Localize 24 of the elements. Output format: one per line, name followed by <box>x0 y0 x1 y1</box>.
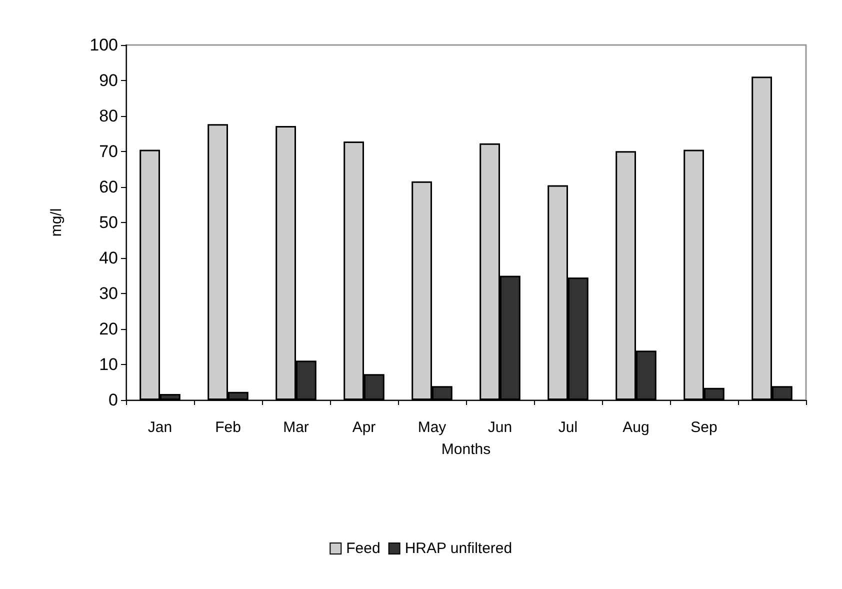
x-tick-label: Sep <box>690 419 718 436</box>
y-tick-label: 60 <box>99 178 118 196</box>
y-tick-label: 20 <box>99 320 118 338</box>
y-tick-label: 80 <box>99 106 118 126</box>
x-tick-label: Apr <box>352 419 376 436</box>
y-tick-label: 50 <box>99 213 118 232</box>
x-tick-label: Jan <box>148 419 172 436</box>
y-axis-title: mg/l <box>48 208 65 237</box>
y-tick-label: 30 <box>99 284 118 303</box>
y-tick-label: 40 <box>99 248 118 268</box>
y-tick-label: 0 <box>108 390 118 410</box>
y-tick-label: 100 <box>90 36 118 54</box>
x-tick-label: Jul <box>558 419 578 436</box>
x-tick-label: Mar <box>283 419 309 436</box>
x-tick-label: Feb <box>215 419 241 436</box>
y-tick-label: 90 <box>99 71 118 90</box>
y-tick-label: 70 <box>99 142 118 161</box>
x-tick-label: Aug <box>622 419 650 436</box>
legend-label: HRAP unfiltered <box>404 540 512 557</box>
legend-label: Feed <box>346 540 380 557</box>
y-tick-label: 10 <box>99 355 118 374</box>
x-tick-label: May <box>418 419 447 436</box>
x-tick-label: Jun <box>488 419 512 436</box>
x-axis-title: Months <box>441 441 491 458</box>
